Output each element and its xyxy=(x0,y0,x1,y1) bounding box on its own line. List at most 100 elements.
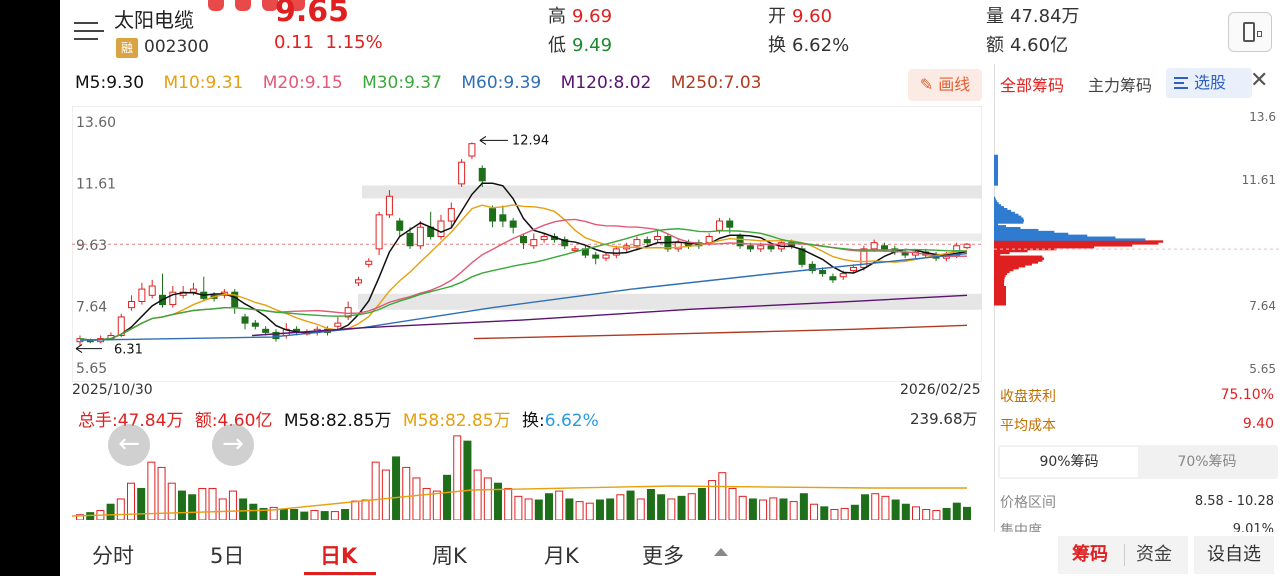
volume-bar xyxy=(626,490,635,520)
candle-body xyxy=(715,220,723,231)
chip-percent-toggle: 90%筹码 70%筹码 xyxy=(998,445,1278,479)
chip-price-label: 13.6 xyxy=(1249,110,1276,124)
candle-body xyxy=(880,245,888,250)
candle-body xyxy=(870,242,878,250)
menu-icon[interactable] xyxy=(74,18,104,44)
chip-price-label: 5.65 xyxy=(1249,362,1276,376)
chevron-right-icon[interactable]: → xyxy=(212,424,254,466)
candle-body xyxy=(767,245,775,250)
volume-bar xyxy=(850,504,859,520)
y-tick-label: 7.64 xyxy=(76,299,107,315)
chip-bar xyxy=(994,219,1024,222)
phone-icon xyxy=(1243,22,1255,42)
chip-bar xyxy=(994,289,1006,293)
ma30-line xyxy=(79,228,968,341)
low-price: 低 9.49 xyxy=(548,35,613,56)
chip-bar xyxy=(994,166,998,169)
volume-bar xyxy=(290,508,299,520)
chip-bar xyxy=(994,257,1044,260)
volume-bar xyxy=(330,511,339,520)
candle-body xyxy=(757,245,765,250)
select-stock-button[interactable]: 选股 xyxy=(1166,68,1252,98)
chip-bar xyxy=(994,263,1032,266)
volume-bar xyxy=(942,507,951,520)
volume-bar xyxy=(188,494,197,520)
chip-bar xyxy=(994,168,998,171)
candle-body xyxy=(138,288,146,302)
tab-monthly-k[interactable]: 月K xyxy=(544,544,579,568)
candlestick-chart[interactable]: 13.60 11.61 9.63 7.64 5.65 12.94 6.31 xyxy=(72,106,982,382)
chip-bar xyxy=(994,295,1006,298)
flag-icon xyxy=(289,0,306,11)
close-icon[interactable]: ✕ xyxy=(1250,68,1269,93)
tab-weekly-k[interactable]: 周K xyxy=(432,544,467,568)
chip-bar xyxy=(994,251,1010,255)
volume-bar xyxy=(952,502,961,520)
current-price: 9.65 xyxy=(275,0,350,29)
chip-bar xyxy=(994,177,998,180)
chip-bar xyxy=(994,285,1006,289)
caret-up-icon[interactable] xyxy=(714,548,728,556)
chip-bar xyxy=(994,278,1005,281)
active-tab-indicator xyxy=(304,572,376,575)
volume-bar xyxy=(483,477,492,520)
candle-body xyxy=(850,266,858,272)
volume-bar xyxy=(677,495,686,520)
volume-bar xyxy=(351,500,360,520)
volume-bar xyxy=(249,503,258,520)
tab-5day[interactable]: 5日 xyxy=(210,544,245,568)
candle-body xyxy=(169,291,177,306)
candle-body xyxy=(489,208,497,222)
volume-bar xyxy=(708,480,717,520)
volume-bar xyxy=(371,461,380,520)
volume-bar xyxy=(667,498,676,520)
volume-bar xyxy=(544,493,553,520)
volume-ma-line xyxy=(72,485,967,517)
chip-bar xyxy=(994,207,1008,211)
candle-body xyxy=(654,235,662,241)
candle-body xyxy=(128,300,136,309)
volume-bar xyxy=(881,495,890,520)
y-tick-label: 9.63 xyxy=(76,238,107,254)
tab-daily-k[interactable]: 日K xyxy=(320,544,358,568)
low-mark-label: 6.31 xyxy=(114,343,143,358)
volume-bar xyxy=(218,498,227,520)
ma250-line xyxy=(473,324,968,340)
volume-chart[interactable] xyxy=(72,428,982,520)
chip-bar xyxy=(994,291,1006,295)
chip-bar xyxy=(994,221,1024,224)
volume-bar xyxy=(514,495,523,520)
stock-name: 太阳电缆 xyxy=(114,8,194,32)
tab-main-chips[interactable]: 主力筹码 xyxy=(1088,76,1153,95)
volume-bar xyxy=(738,495,747,520)
ma60-line xyxy=(79,252,968,341)
seg-90-button[interactable]: 90%筹码 xyxy=(1000,447,1138,477)
tab-all-chips[interactable]: 全部筹码 xyxy=(1000,76,1065,95)
landscape-toggle-button[interactable] xyxy=(1228,12,1272,52)
candle-body xyxy=(447,208,455,222)
volume-bar xyxy=(116,498,125,520)
funds-button[interactable]: 资金 xyxy=(1136,544,1172,565)
tab-more[interactable]: 更多 xyxy=(642,544,684,568)
resistance-band xyxy=(362,185,982,199)
draw-line-button[interactable]: ✎ 画线 xyxy=(908,69,982,101)
candle-body xyxy=(365,260,373,265)
volume-bar xyxy=(871,493,880,520)
volume-bar xyxy=(555,490,564,520)
chevron-left-icon[interactable]: ← xyxy=(108,424,150,466)
chip-bar xyxy=(994,206,1004,209)
chips-button[interactable]: 筹码 xyxy=(1072,544,1108,565)
ma60-label: M60:9.39 xyxy=(461,73,542,93)
volume-bar xyxy=(912,506,921,520)
seg-70-button[interactable]: 70%筹码 xyxy=(1177,454,1237,470)
profit-value: 75.10% xyxy=(1220,387,1274,403)
volume-bar xyxy=(606,498,615,520)
volume-bar xyxy=(177,490,186,520)
chip-bar xyxy=(994,230,1055,234)
tab-intraday[interactable]: 分时 xyxy=(92,544,134,568)
m58-orange: M58:82.85万 xyxy=(402,411,511,431)
ma30-label: M30:9.37 xyxy=(362,73,442,93)
add-watchlist-button[interactable]: 设自选 xyxy=(1194,536,1274,574)
volume-bar xyxy=(830,508,839,520)
ma-legend: M5:9.30 M10:9.31 M20:9.15 M30:9.37 M60:9… xyxy=(75,73,775,93)
